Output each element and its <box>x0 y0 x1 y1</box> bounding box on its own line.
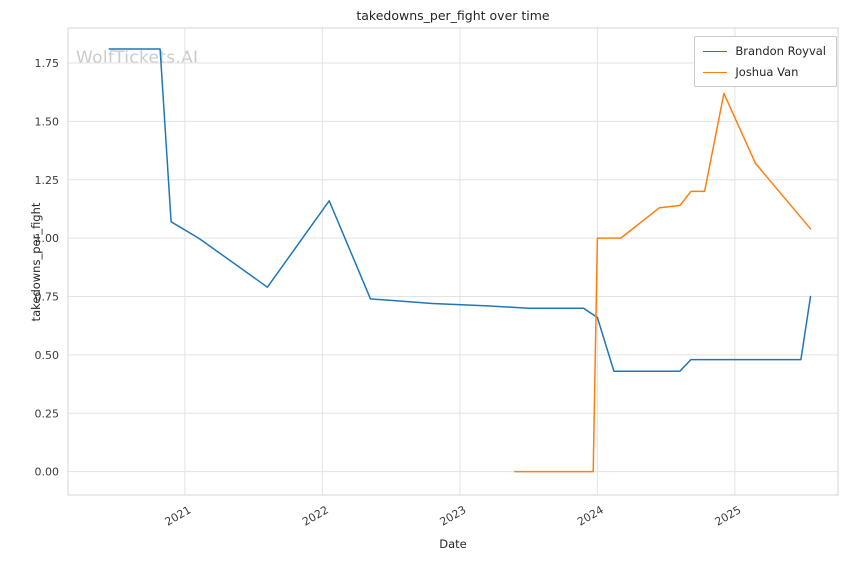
y-tick-label: 1.50 <box>35 115 60 128</box>
chart-title: takedowns_per_fight over time <box>356 8 550 23</box>
legend-line-swatch <box>703 71 728 73</box>
x-tick-label: 2023 <box>438 503 469 528</box>
x-tick-label: 2024 <box>575 503 606 528</box>
legend-item: Brandon Royval <box>703 44 826 58</box>
legend-item: Joshua Van <box>703 65 826 79</box>
x-tick-label: 2021 <box>163 503 194 528</box>
y-tick-label: 1.00 <box>35 232 60 245</box>
series-line-joshua-van <box>514 92 812 473</box>
x-axis-label: Date <box>439 537 467 551</box>
y-tick-label: 1.25 <box>35 174 60 187</box>
y-tick-label: 0.75 <box>35 291 60 304</box>
series-line-brandon-royval <box>108 48 812 372</box>
y-axis-label: takedowns_per_fight <box>29 202 43 322</box>
x-tick-label: 2022 <box>300 503 331 528</box>
y-tick-label: 0.00 <box>35 466 60 479</box>
y-tick-label: 0.25 <box>35 407 60 420</box>
legend-line-swatch <box>703 50 728 52</box>
axes-border <box>67 27 839 496</box>
x-tick-label: 2025 <box>713 503 744 528</box>
y-tick-label: 0.50 <box>35 349 60 362</box>
y-tick-label: 1.75 <box>35 57 60 70</box>
legend: Brandon Royval Joshua Van <box>694 36 837 87</box>
legend-label: Joshua Van <box>735 65 799 79</box>
legend-label: Brandon Royval <box>735 44 826 58</box>
